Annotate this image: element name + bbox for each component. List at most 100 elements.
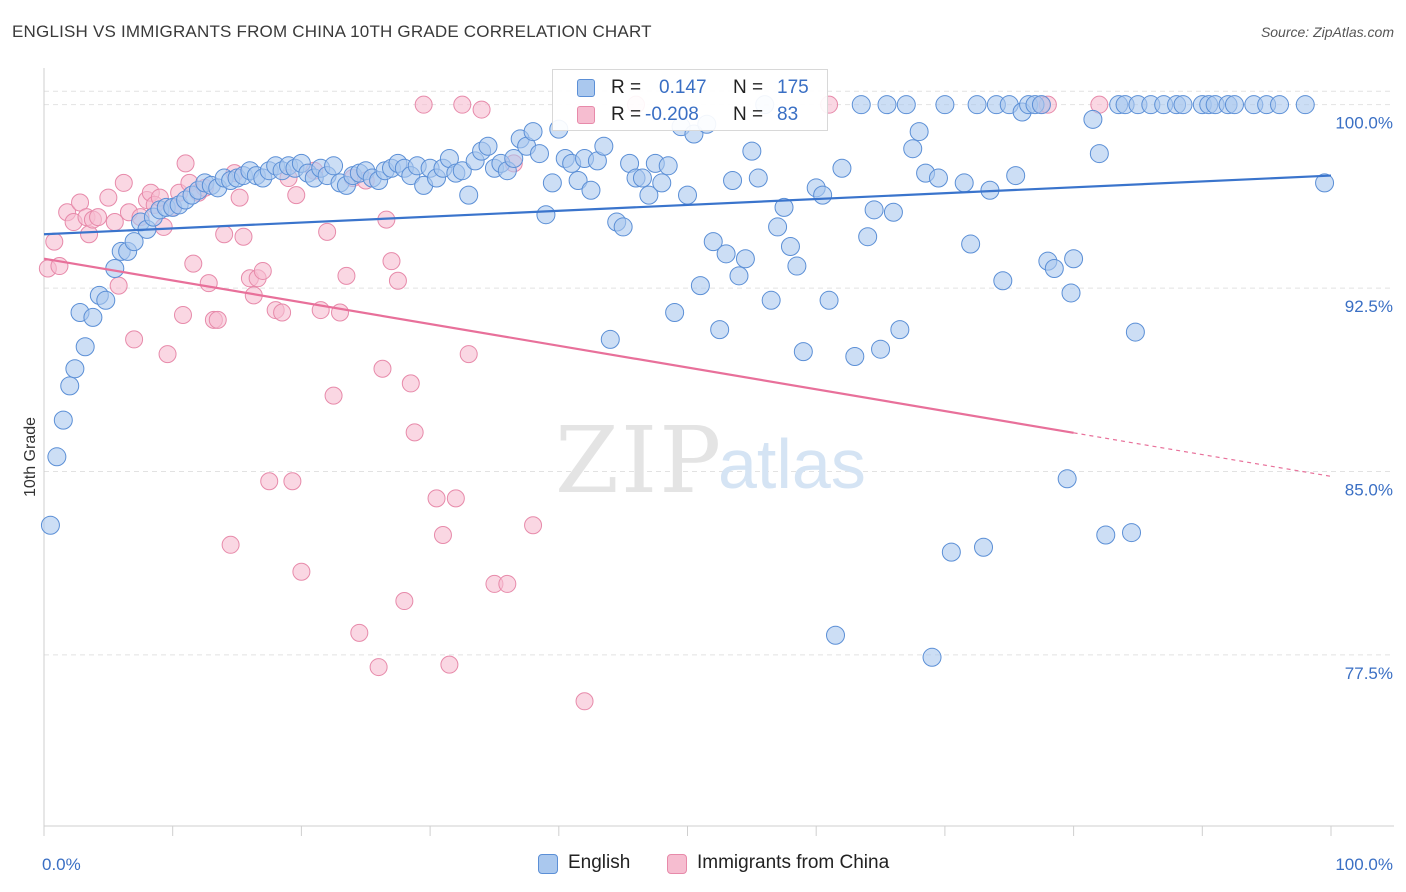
english-point — [75, 337, 95, 357]
china-point — [369, 658, 388, 677]
china-point — [173, 305, 192, 324]
english-point — [83, 307, 103, 327]
english-legend-swatch — [538, 854, 558, 874]
english-point — [883, 202, 903, 222]
english-point — [40, 515, 60, 535]
english-point — [105, 259, 125, 279]
english-point — [1044, 259, 1064, 279]
china-point — [440, 655, 459, 674]
english-point — [1006, 166, 1026, 186]
english-point — [47, 447, 67, 467]
china-point — [395, 592, 414, 611]
english-point — [903, 139, 923, 159]
x-axis-ticks — [43, 826, 1332, 836]
english-point — [832, 158, 852, 178]
english-point — [639, 185, 659, 205]
axes — [43, 68, 1394, 827]
english-point — [96, 290, 116, 310]
english-point — [581, 180, 601, 200]
china-point — [324, 386, 343, 405]
english-point — [1295, 95, 1315, 115]
english-point — [851, 95, 871, 115]
china-point — [109, 276, 128, 295]
english-trend-line — [43, 174, 1332, 236]
english-point — [974, 537, 994, 557]
english-point — [1224, 95, 1244, 115]
y-axis-title: 10th Grade — [22, 417, 39, 497]
english-point — [1122, 523, 1142, 543]
china-point — [459, 345, 478, 364]
x-axis-tick-labels: 0.0% 100.0% — [42, 855, 1393, 874]
english-point — [124, 232, 144, 252]
english-point — [787, 256, 807, 276]
china-point — [45, 232, 64, 251]
china-point — [331, 303, 350, 322]
english-point — [523, 122, 543, 142]
china-point — [337, 266, 356, 285]
english-point — [632, 168, 652, 188]
english-legend-label: English — [568, 852, 631, 873]
china-point — [208, 310, 227, 329]
english-point — [1315, 173, 1335, 193]
china-point — [158, 345, 177, 364]
english-point — [1031, 95, 1051, 115]
china-legend-label: Immigrants from China — [697, 852, 890, 873]
y-tick-label: 85.0% — [1345, 480, 1393, 499]
x-tick-label-min: 0.0% — [42, 855, 81, 874]
legend-row-english: R = 0.147 N = 175 — [553, 74, 827, 100]
english-point — [1173, 95, 1193, 115]
china-trend-line — [43, 257, 1074, 434]
english-point — [1125, 322, 1145, 342]
english-point — [748, 168, 768, 188]
english-point — [65, 359, 85, 379]
english-swatch — [577, 79, 595, 97]
china-point — [230, 188, 249, 207]
english-point — [890, 320, 910, 340]
english-n-value: 175 — [777, 77, 809, 98]
english-point — [53, 410, 73, 430]
english-point — [690, 276, 710, 296]
china-point — [405, 423, 424, 442]
y-tick-label: 92.5% — [1345, 297, 1393, 316]
china-r-value: -0.208 — [645, 104, 699, 125]
english-point — [600, 329, 620, 349]
stats-legend: R = 0.147 N = 175 R = -0.208 N = 83 — [552, 69, 828, 131]
y-tick-label: 100.0% — [1335, 114, 1393, 133]
china-point — [283, 472, 302, 491]
china-point — [215, 225, 234, 244]
china-point — [575, 692, 594, 711]
y-axis-tick-labels: 77.5% 85.0% 92.5% 100.0% — [1335, 114, 1393, 683]
english-point — [1270, 95, 1290, 115]
china-point — [292, 562, 311, 581]
chart-title: ENGLISH VS IMMIGRANTS FROM CHINA 10TH GR… — [12, 22, 652, 41]
china-point — [433, 526, 452, 545]
china-point — [176, 154, 195, 173]
china-point — [199, 274, 218, 293]
english-point — [780, 236, 800, 256]
china-point — [125, 330, 144, 349]
english-point — [452, 161, 472, 181]
china-point — [524, 516, 543, 535]
english-point — [529, 144, 549, 164]
china-swatch — [577, 106, 595, 124]
english-point — [928, 168, 948, 188]
china-point — [114, 173, 133, 192]
english-point — [1083, 109, 1103, 129]
english-point — [568, 170, 588, 190]
english-point — [871, 339, 891, 359]
english-point — [813, 185, 833, 205]
china-point — [453, 95, 472, 114]
english-point — [909, 122, 929, 142]
english-point — [324, 156, 344, 176]
english-point — [819, 290, 839, 310]
english-point — [941, 542, 961, 562]
english-point — [774, 197, 794, 217]
english-point — [613, 217, 633, 237]
english-point — [459, 185, 479, 205]
english-point — [716, 244, 736, 264]
china-point — [388, 271, 407, 290]
english-point — [768, 217, 788, 237]
watermark-zip: ZIP — [555, 407, 723, 514]
legend-row-china: R = -0.208 N = 83 — [553, 101, 827, 127]
